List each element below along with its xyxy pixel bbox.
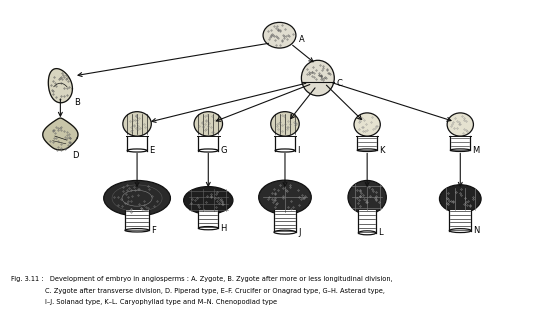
- Ellipse shape: [271, 112, 299, 136]
- Ellipse shape: [451, 149, 470, 151]
- Ellipse shape: [259, 180, 311, 214]
- Ellipse shape: [198, 149, 218, 152]
- Polygon shape: [198, 210, 218, 228]
- Polygon shape: [48, 69, 73, 103]
- Text: Fig. 3.11 :   Development of embryo in angiosperms : A. Zygote, B. Zygote after : Fig. 3.11 : Development of embryo in ang…: [11, 276, 392, 282]
- Text: F: F: [151, 226, 156, 235]
- Ellipse shape: [123, 112, 151, 136]
- Text: E: E: [149, 146, 154, 155]
- Text: J: J: [298, 228, 301, 236]
- Polygon shape: [274, 210, 296, 232]
- Text: A: A: [299, 35, 305, 44]
- Polygon shape: [198, 135, 218, 150]
- Ellipse shape: [104, 180, 170, 216]
- Ellipse shape: [357, 149, 377, 151]
- Text: B: B: [74, 98, 80, 107]
- Text: I–J. Solanad type, K–L. Caryophyllad type and M–N. Chenopodiad type: I–J. Solanad type, K–L. Caryophyllad typ…: [11, 299, 277, 305]
- Polygon shape: [127, 135, 147, 150]
- Text: K: K: [379, 146, 385, 155]
- Text: H: H: [220, 224, 227, 233]
- Ellipse shape: [449, 229, 471, 232]
- Ellipse shape: [183, 187, 233, 214]
- Text: C. Zygote after transverse division, D. Piperad type, E–F. Crucifer or Onagrad t: C. Zygote after transverse division, D. …: [11, 288, 385, 294]
- Ellipse shape: [198, 227, 218, 230]
- Ellipse shape: [125, 229, 149, 232]
- Polygon shape: [358, 210, 376, 233]
- Polygon shape: [125, 210, 149, 230]
- Polygon shape: [275, 135, 295, 150]
- Ellipse shape: [447, 113, 473, 136]
- Text: L: L: [378, 228, 383, 237]
- Text: D: D: [73, 151, 79, 160]
- Polygon shape: [449, 210, 471, 231]
- Ellipse shape: [301, 60, 334, 96]
- Polygon shape: [357, 136, 377, 150]
- Text: N: N: [473, 226, 480, 235]
- Text: C: C: [337, 79, 342, 88]
- Text: M: M: [472, 146, 480, 155]
- Text: I: I: [297, 146, 300, 155]
- Ellipse shape: [358, 231, 376, 235]
- Ellipse shape: [274, 230, 296, 234]
- Ellipse shape: [263, 22, 296, 48]
- Ellipse shape: [354, 113, 380, 136]
- Ellipse shape: [194, 112, 222, 136]
- Ellipse shape: [127, 149, 147, 152]
- Ellipse shape: [348, 180, 386, 214]
- Text: G: G: [220, 146, 227, 155]
- Polygon shape: [451, 136, 470, 150]
- Ellipse shape: [275, 149, 295, 152]
- Ellipse shape: [439, 185, 481, 213]
- Polygon shape: [43, 118, 78, 150]
